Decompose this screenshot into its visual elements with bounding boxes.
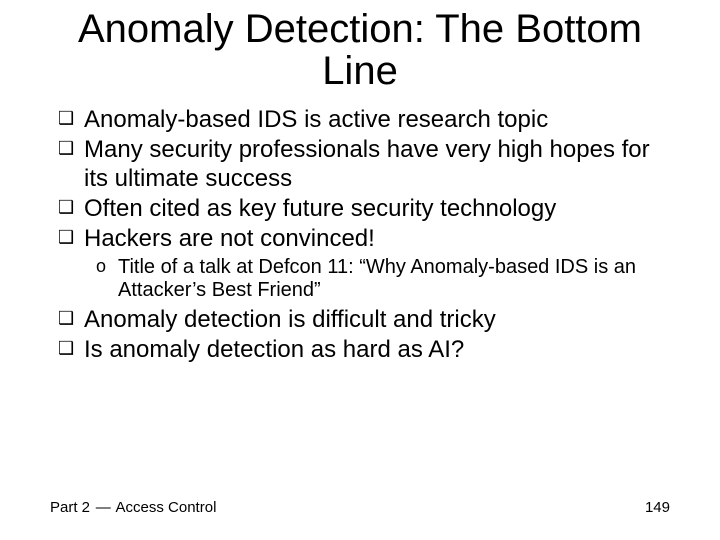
footer-separator-icon: — [94,499,112,516]
bullet-text: Hackers are not convinced! [84,225,375,252]
sub-bullet-list: Title of a talk at Defcon 11: “Why Anoma… [40,256,680,302]
bullet-item: Is anomaly detection as hard as AI? [58,336,680,364]
footer-part-prefix: Part 2 [50,499,94,516]
bullet-item: Many security professionals have very hi… [58,136,680,193]
bullet-item: Hackers are not convinced! [58,225,680,253]
bullet-text: Is anomaly detection as hard as AI? [84,336,464,363]
footer-part-suffix: Access Control [112,499,216,516]
bullet-item: Often cited as key future security techn… [58,195,680,223]
bullet-list-2: Anomaly detection is difficult and trick… [40,306,680,365]
bullet-text: Many security professionals have very hi… [84,136,650,191]
bullet-text: Anomaly detection is difficult and trick… [84,306,496,333]
bullet-text: Often cited as key future security techn… [84,195,556,222]
bullet-text: Anomaly-based IDS is active research top… [84,106,548,133]
sub-bullet-text: Title of a talk at Defcon 11: “Why Anoma… [118,256,636,301]
page-number: 149 [645,499,670,516]
footer-left: Part 2 — Access Control [50,499,216,516]
slide: Anomaly Detection: The Bottom Line Anoma… [0,0,720,540]
bullet-list-1: Anomaly-based IDS is active research top… [40,106,680,254]
bullet-item: Anomaly-based IDS is active research top… [58,106,680,134]
sub-bullet-item: Title of a talk at Defcon 11: “Why Anoma… [96,256,680,302]
slide-title: Anomaly Detection: The Bottom Line [40,8,680,92]
footer: Part 2 — Access Control 149 [50,499,670,516]
bullet-item: Anomaly detection is difficult and trick… [58,306,680,334]
